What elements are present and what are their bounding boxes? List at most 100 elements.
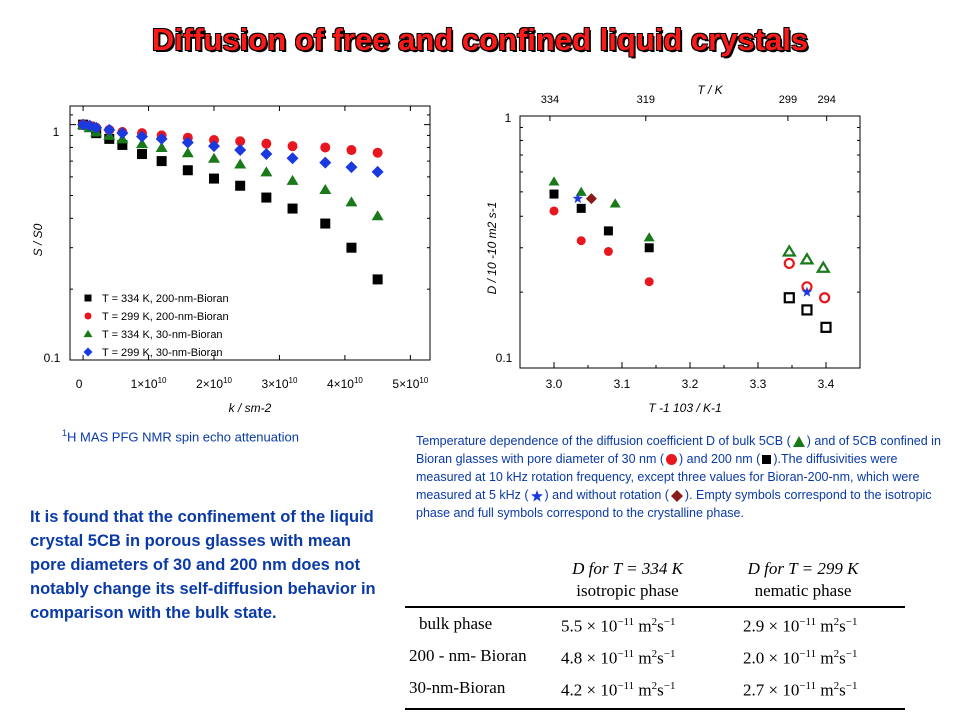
data-point [576, 236, 586, 246]
legend-marker [83, 329, 93, 338]
data-point [208, 140, 220, 153]
x-tick-label: 3.0 [546, 377, 563, 391]
series [548, 176, 655, 242]
data-point [260, 148, 273, 161]
left-chart-caption: 1H MAS PFG NMR spin echo attenuation [62, 428, 299, 444]
data-point [181, 136, 194, 149]
data-point [585, 193, 597, 205]
data-point [209, 173, 219, 184]
data-point [345, 196, 358, 207]
x-tick-labels: 3.0 3.1 3.2 3.3 3.4 [546, 377, 835, 391]
data-point [783, 257, 795, 270]
caption-part-5: ) and without rotation ( [544, 488, 669, 502]
data-point [371, 165, 384, 178]
x-tick-label: 0 [76, 377, 83, 391]
diffusion-coefficient-chart: T / K 334 319 299 294 1 0.1 3.0 3.1 3.2 3.3 3.4… [485, 83, 861, 415]
x-tick-label: 4×1010 [327, 376, 363, 391]
legend: T = 334 K, 200-nm-Bioran T = 299 K, 200-n… [83, 293, 229, 359]
data-point [575, 186, 587, 196]
data-points [77, 118, 384, 285]
data-point [155, 132, 168, 145]
data-point [549, 206, 559, 216]
data-point [346, 145, 357, 156]
data-point [371, 210, 384, 221]
data-point [181, 147, 194, 158]
data-point [156, 156, 167, 167]
y-axis-label: S / S0 [31, 223, 45, 256]
top-tick-label: 294 [818, 94, 836, 106]
caption-part-6: ). Empty symbols correspond to the isotr… [416, 488, 932, 520]
row-label: 200 - nm- Bioran [409, 646, 527, 665]
x-tick-label: 3.3 [750, 377, 767, 391]
header-299-line-2: nematic phase [754, 581, 852, 600]
data-point [799, 252, 815, 265]
data-point [287, 141, 298, 152]
row-label: bulk phase [419, 614, 493, 633]
header-334-line-2: isotropic phase [576, 581, 679, 600]
data-point [603, 226, 613, 236]
data-point [261, 138, 272, 149]
series [585, 193, 597, 205]
table-value: 2.7 × 10−11 m2s−1 [743, 680, 858, 700]
top-tick-label: 319 [637, 94, 655, 106]
data-point [286, 174, 299, 185]
x-tick-exponent: 10 [289, 376, 298, 385]
table-value: 4.8 × 10−11 m2s−1 [561, 648, 676, 668]
black-square-icon [762, 455, 772, 465]
data-point [320, 142, 331, 153]
plot-frame [519, 115, 861, 369]
data-point [286, 152, 299, 165]
x-tick-label: 1×1010 [131, 376, 167, 391]
legend-marker [84, 312, 92, 320]
header-299-line-1: D for T = 299 K [747, 559, 859, 578]
data-point [182, 165, 193, 176]
tick-marks [70, 105, 430, 361]
table-value: 2.9 × 10−11 m2s−1 [743, 616, 858, 636]
right-chart-caption: Temperature dependence of the diffusion … [416, 432, 946, 522]
tick-marks [520, 115, 860, 369]
series [549, 206, 654, 287]
top-tick-labels: 334 319 299 294 [541, 94, 836, 121]
table-top-rule [405, 606, 905, 608]
data-point [644, 277, 654, 287]
table-bottom-rule [405, 708, 905, 710]
legend-label: T = 299 K, 200-nm-Bioran [102, 311, 229, 323]
y-tick-1: 1 [53, 125, 60, 139]
legend-marker [84, 294, 92, 302]
data-point [572, 193, 583, 204]
legend-label: T = 334 K, 200-nm-Bioran [102, 293, 229, 305]
data-point [103, 123, 116, 136]
series [77, 118, 384, 178]
y-tick-1: 1 [505, 111, 512, 125]
x-tick-exponent: 10 [223, 376, 232, 385]
table-value: 5.5 × 10−11 m2s−1 [561, 616, 676, 636]
blue-star-icon [530, 489, 543, 502]
x-tick-labels: 0 1×1010 2×1010 3×1010 4×1010 5×1010 [76, 376, 429, 391]
series [572, 193, 813, 297]
header-299: D for T = 299 K nematic phase [723, 558, 883, 602]
series [78, 119, 383, 285]
row-label: 30-nm-Bioran [409, 678, 506, 697]
data-point [320, 218, 331, 229]
x-tick-label: 5×1010 [392, 376, 428, 391]
data-point [287, 203, 298, 214]
legend-label: T = 334 K, 30-nm-Bioran [102, 329, 223, 341]
red-circle-icon [666, 454, 678, 466]
darkred-diamond-icon [670, 489, 683, 502]
data-point [346, 242, 357, 253]
data-point [155, 141, 168, 152]
data-point [117, 139, 128, 150]
x-tick-exponent: 10 [354, 376, 363, 385]
data-point [319, 156, 332, 169]
x-tick-label: 3.2 [682, 377, 699, 391]
header-334-line-1: D for T = 334 K [572, 559, 683, 578]
data-point [208, 152, 220, 163]
table-value: 2.0 × 10−11 m2s−1 [743, 648, 858, 668]
data-point [235, 136, 246, 147]
data-point [783, 292, 795, 304]
data-point [801, 286, 813, 297]
data-point [549, 189, 559, 199]
legend-label: T = 299 K, 30-nm-Bioran [102, 347, 223, 359]
series [549, 189, 654, 253]
spin-echo-attenuation-chart: 1 0.1 0 1×1010 2×1010 3×1010 4×1010 5×1010 k … [31, 105, 431, 415]
